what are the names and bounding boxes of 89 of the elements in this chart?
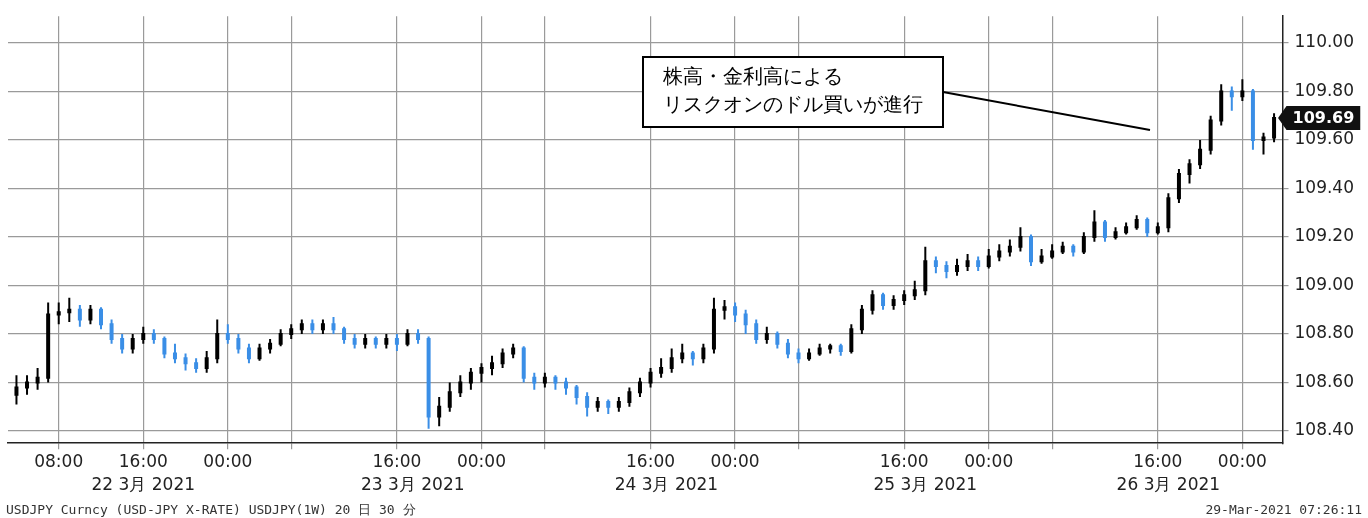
x2-tick-label: 22 3月 2021	[91, 474, 196, 495]
candlestick	[680, 342, 685, 365]
candlestick	[1092, 209, 1097, 243]
candlestick	[437, 396, 442, 428]
candlestick	[743, 308, 748, 336]
x2-tick-label: 26 3月 2021	[1116, 474, 1221, 495]
y-tick-label: 108.40	[1294, 419, 1354, 440]
candlestick	[447, 381, 452, 413]
candlestick	[1081, 231, 1086, 255]
candlestick	[1166, 192, 1171, 234]
candlestick	[46, 301, 51, 384]
candlestick	[701, 342, 706, 365]
x-tick-label: 00:00	[964, 450, 1014, 471]
candlestick	[585, 391, 590, 418]
candlestick	[468, 366, 473, 391]
candlestick	[1198, 138, 1203, 171]
candlestick	[99, 306, 103, 331]
candlestick	[870, 289, 875, 316]
candlestick	[479, 362, 484, 384]
y-tick-label: 109.60	[1294, 128, 1354, 149]
candlestick	[659, 357, 664, 379]
x-tick-label: 08:00	[34, 450, 84, 471]
candlestick	[1102, 219, 1107, 243]
candlestick	[88, 303, 93, 326]
candlestick	[711, 296, 716, 355]
x2-tick-label: 24 3月 2021	[614, 474, 719, 495]
candlestick	[574, 383, 579, 406]
candlestick	[754, 318, 759, 345]
candlestick	[162, 335, 167, 360]
candlestick	[1240, 78, 1245, 103]
candlestick	[722, 299, 727, 321]
x-tick-label: 00:00	[456, 450, 506, 471]
candlestick	[923, 245, 928, 297]
candlestick	[236, 333, 241, 355]
annotation: リスクオンのドル買いが進行	[663, 92, 923, 117]
candlestick	[637, 376, 642, 399]
candlestick	[627, 386, 632, 408]
x-tick-label: 16:00	[626, 450, 676, 471]
candlestick	[849, 323, 854, 355]
x-tick-label: 16:00	[372, 450, 422, 471]
x-tick-label: 16:00	[879, 450, 929, 471]
candlestick	[77, 303, 82, 328]
candlestick	[785, 337, 790, 360]
text: 29-Mar-2021 07:26:11	[1205, 502, 1362, 517]
x2-tick-label: 25 3月 2021	[873, 474, 978, 495]
candlestick	[109, 318, 114, 345]
candlestick	[204, 350, 209, 374]
candlestick	[246, 342, 251, 365]
candlestick	[490, 354, 495, 377]
candlestick	[733, 301, 738, 323]
candlestick	[669, 347, 674, 374]
y-tick-label: 108.60	[1294, 370, 1354, 391]
candlestick	[35, 366, 40, 391]
annotation: 109.69	[1292, 108, 1355, 128]
candlestick	[1208, 114, 1213, 156]
candlestick	[986, 248, 991, 270]
candlestick	[1145, 216, 1150, 238]
candlestick	[648, 366, 653, 389]
text: USDJPY Curncy (USD-JPY X-RATE) USDJPY(1W) 20 日 30 分	[6, 502, 416, 517]
y-tick-label: 109.40	[1294, 176, 1354, 197]
candlestick	[1219, 83, 1224, 127]
candlestick	[859, 303, 864, 336]
candlestick	[130, 333, 135, 355]
candlestick	[1018, 226, 1023, 253]
candlestick	[1176, 168, 1181, 205]
y-tick-label: 109.00	[1294, 273, 1354, 294]
x-tick-label: 00:00	[203, 450, 253, 471]
y-tick-label: 108.80	[1294, 322, 1354, 343]
candlestick	[500, 347, 505, 369]
x-tick-label: 00:00	[710, 450, 760, 471]
annotation: 株高・金利高による	[662, 64, 843, 89]
candlestick	[56, 301, 61, 326]
candlestick	[1229, 85, 1234, 112]
x2-tick-label: 23 3月 2021	[360, 474, 465, 495]
x-tick-label: 00:00	[1217, 450, 1267, 471]
candlestick	[225, 323, 230, 345]
y-tick-label: 110.00	[1294, 31, 1354, 52]
candlestick	[458, 374, 463, 399]
candlestick	[120, 333, 125, 355]
x-tick-label: 16:00	[118, 450, 168, 471]
x-tick-label: 16:00	[1133, 450, 1183, 471]
candlestick	[172, 342, 177, 365]
candlestick	[215, 318, 220, 365]
y-tick-label: 109.20	[1294, 225, 1354, 246]
y-tick-label: 109.80	[1294, 79, 1354, 100]
candlestick	[912, 279, 917, 302]
candlestick	[1187, 158, 1192, 185]
candlestick	[14, 374, 19, 406]
candlestick	[1272, 112, 1277, 144]
